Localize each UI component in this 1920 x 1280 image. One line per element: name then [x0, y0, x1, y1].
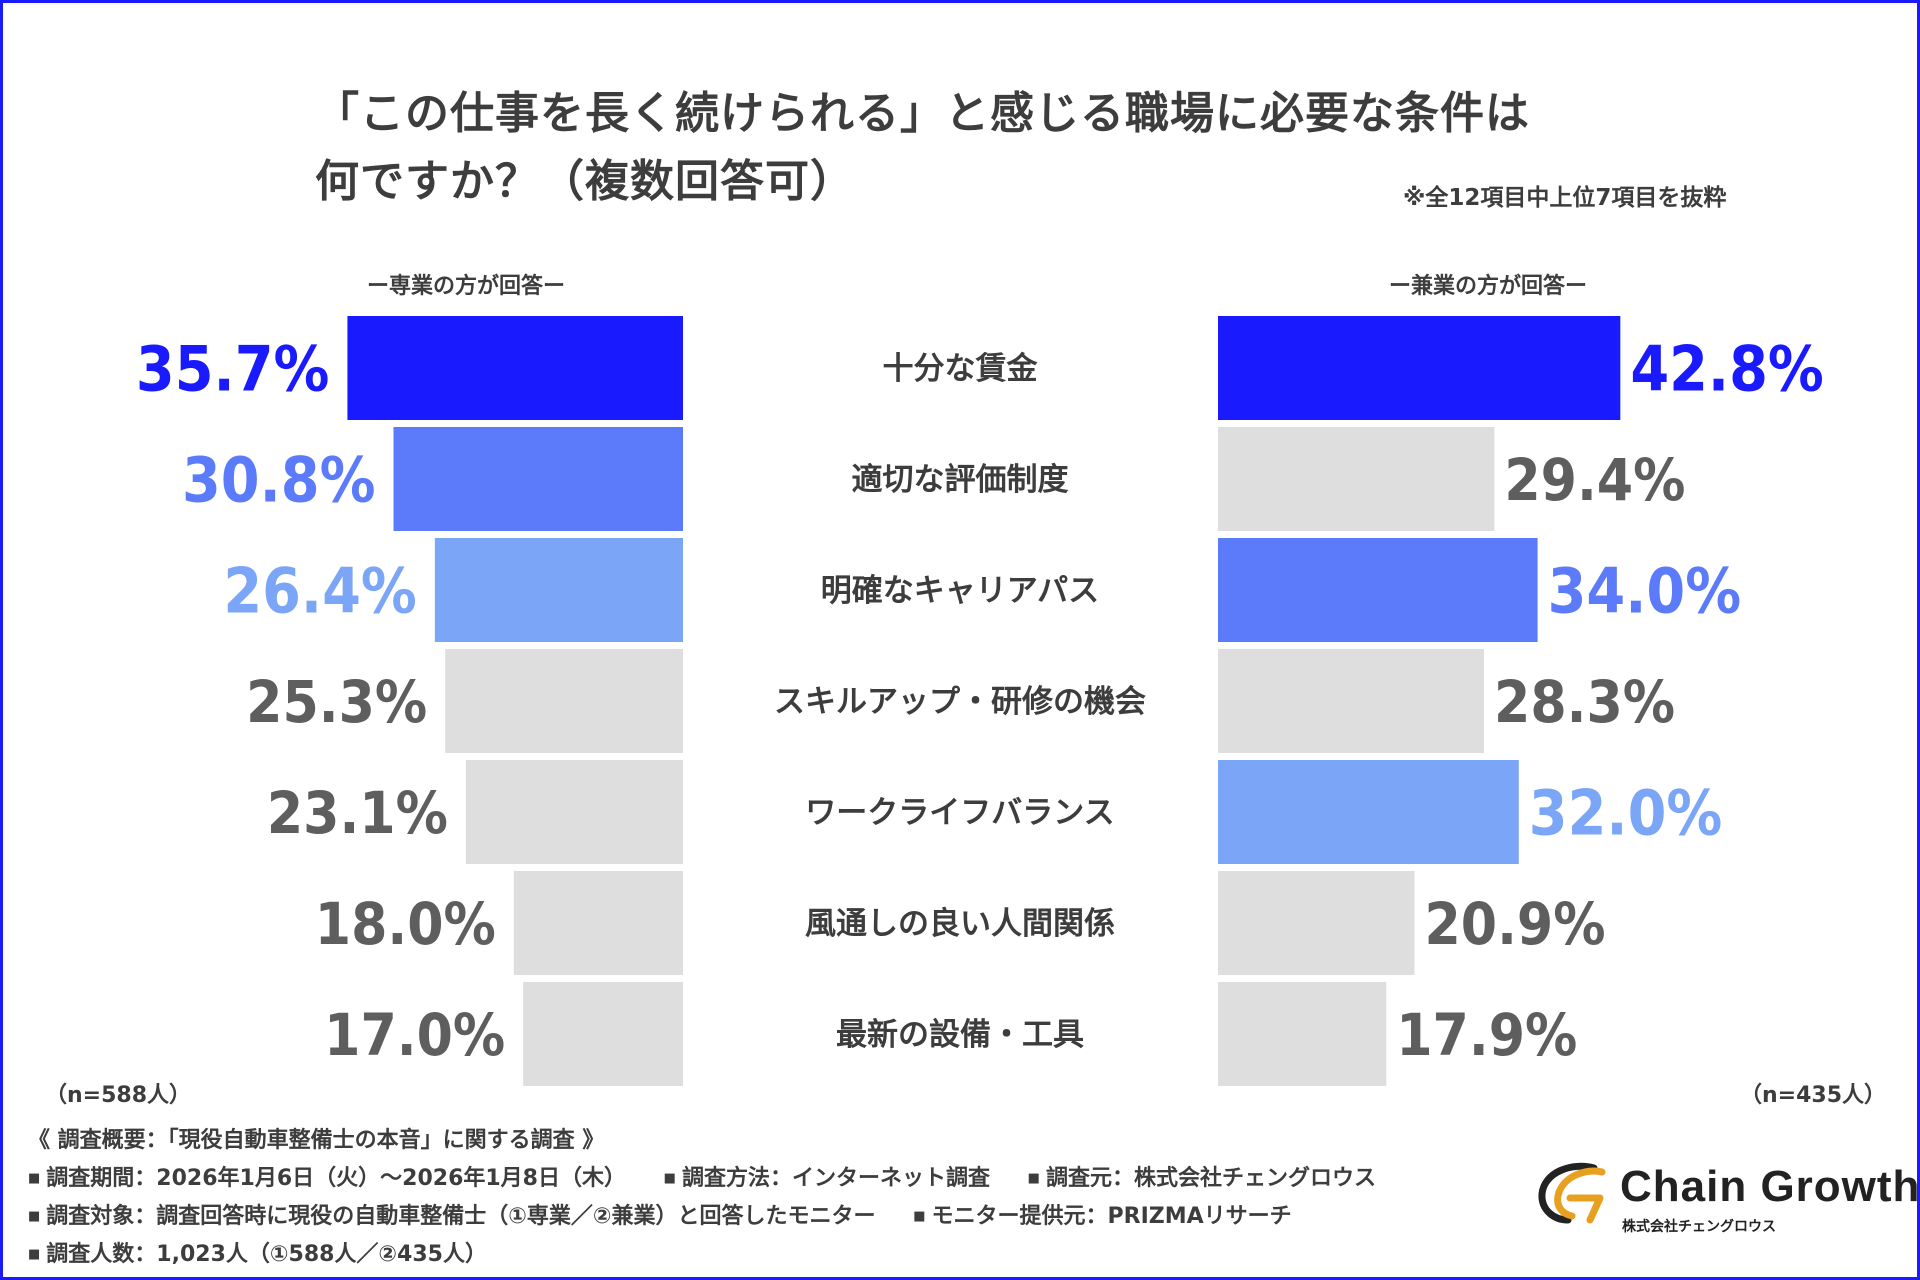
right-bar: [1218, 649, 1485, 753]
right-value-label: 28.3%: [1494, 668, 1675, 736]
right-bar: [1218, 316, 1621, 420]
right-series-label: ー兼業の方が回答ー: [1388, 274, 1588, 299]
survey-provider: ■ モニター提供元：PRIZMAリサーチ: [913, 1204, 1292, 1229]
left-sample-size: （n=588人）: [45, 1083, 192, 1108]
category-label: 十分な賃金: [883, 351, 1039, 387]
survey-row-2: ■ 調査対象：調査回答時に現役の自動車整備士（①専業／②兼業）と回答したモニター …: [28, 1198, 1406, 1236]
chart-title-line-1: 「この仕事を長く続けられる」と感じる職場に必要な条件は: [315, 88, 1530, 139]
category-label: ワークライフバランス: [805, 795, 1114, 831]
chart-title: 「この仕事を長く続けられる」と感じる職場に必要な条件は 何ですか？（複数回答可）: [315, 80, 1530, 216]
category-label: 最新の設備・工具: [836, 1017, 1084, 1053]
category-label: 適切な評価制度: [852, 462, 1069, 498]
category-label: 風通しの良い人間関係: [805, 906, 1115, 942]
excerpt-note: ※全12項目中上位7項目を抜粋: [1403, 185, 1727, 211]
survey-row-1: ■ 調査期間：2026年1月6日（火）～2026年1月8日（木） ■ 調査方法：イン…: [28, 1160, 1406, 1198]
right-bar: [1218, 982, 1387, 1086]
left-value-label: 23.1%: [267, 779, 448, 847]
survey-heading: 《 調査概要：「現役自動車整備士の本音」に関する調査 》: [28, 1128, 605, 1153]
survey-count: ■ 調査人数：1,023人（①588人／②435人）: [28, 1242, 487, 1267]
right-bar: [1218, 538, 1538, 642]
left-bar: [523, 982, 683, 1086]
left-bar: [347, 316, 683, 420]
logo-mark-icon: [1538, 1162, 1606, 1224]
survey-summary: 《 調査概要：「現役自動車整備士の本音」に関する調査 》 ■ 調査期間：2026年…: [28, 1122, 1406, 1274]
left-bar: [434, 538, 683, 642]
category-label: 明確なキャリアパス: [821, 573, 1099, 609]
company-logo: Chain Growth 株式会社チェングロウス: [1532, 1156, 1919, 1236]
right-bar: [1218, 871, 1415, 975]
left-series-label: ー専業の方が回答ー: [366, 274, 566, 299]
right-value-label: 20.9%: [1424, 890, 1605, 958]
right-value-label: 17.9%: [1396, 1001, 1577, 1069]
left-bar: [513, 871, 683, 975]
logo-subtitle: 株式会社チェングロウス: [1622, 1219, 1776, 1235]
logo-name: Chain Growth: [1620, 1162, 1920, 1211]
left-value-label: 25.3%: [246, 668, 427, 736]
survey-target: ■ 調査対象：調査回答時に現役の自動車整備士（①専業／②兼業）と回答したモニター: [28, 1204, 876, 1229]
right-bar: [1218, 427, 1495, 531]
right-value-label: 29.4%: [1504, 446, 1685, 514]
left-value-label: 26.4%: [223, 554, 417, 627]
left-bar: [393, 427, 683, 531]
chart-title-line-2: 何ですか？（複数回答可）: [315, 156, 855, 207]
left-value-label: 35.7%: [136, 332, 330, 405]
right-value-label: 34.0%: [1548, 554, 1742, 627]
right-sample-size: （n=435人）: [1740, 1083, 1887, 1108]
category-label: スキルアップ・研修の機会: [774, 684, 1146, 720]
survey-source: ■ 調査元：株式会社チェングロウス: [1027, 1166, 1376, 1191]
left-bar: [465, 760, 683, 864]
survey-period: ■ 調査期間：2026年1月6日（火）～2026年1月8日（木）: [28, 1166, 626, 1191]
left-value-label: 30.8%: [182, 443, 376, 516]
right-value-label: 42.8%: [1630, 332, 1824, 405]
right-bar: [1218, 760, 1519, 864]
left-value-label: 18.0%: [315, 890, 496, 958]
left-value-label: 17.0%: [324, 1001, 505, 1069]
left-bar: [445, 649, 683, 753]
right-value-label: 32.0%: [1529, 776, 1723, 849]
survey-method: ■ 調査方法：インターネット調査: [663, 1166, 990, 1191]
survey-row-3: ■ 調査人数：1,023人（①588人／②435人）: [28, 1236, 1406, 1274]
